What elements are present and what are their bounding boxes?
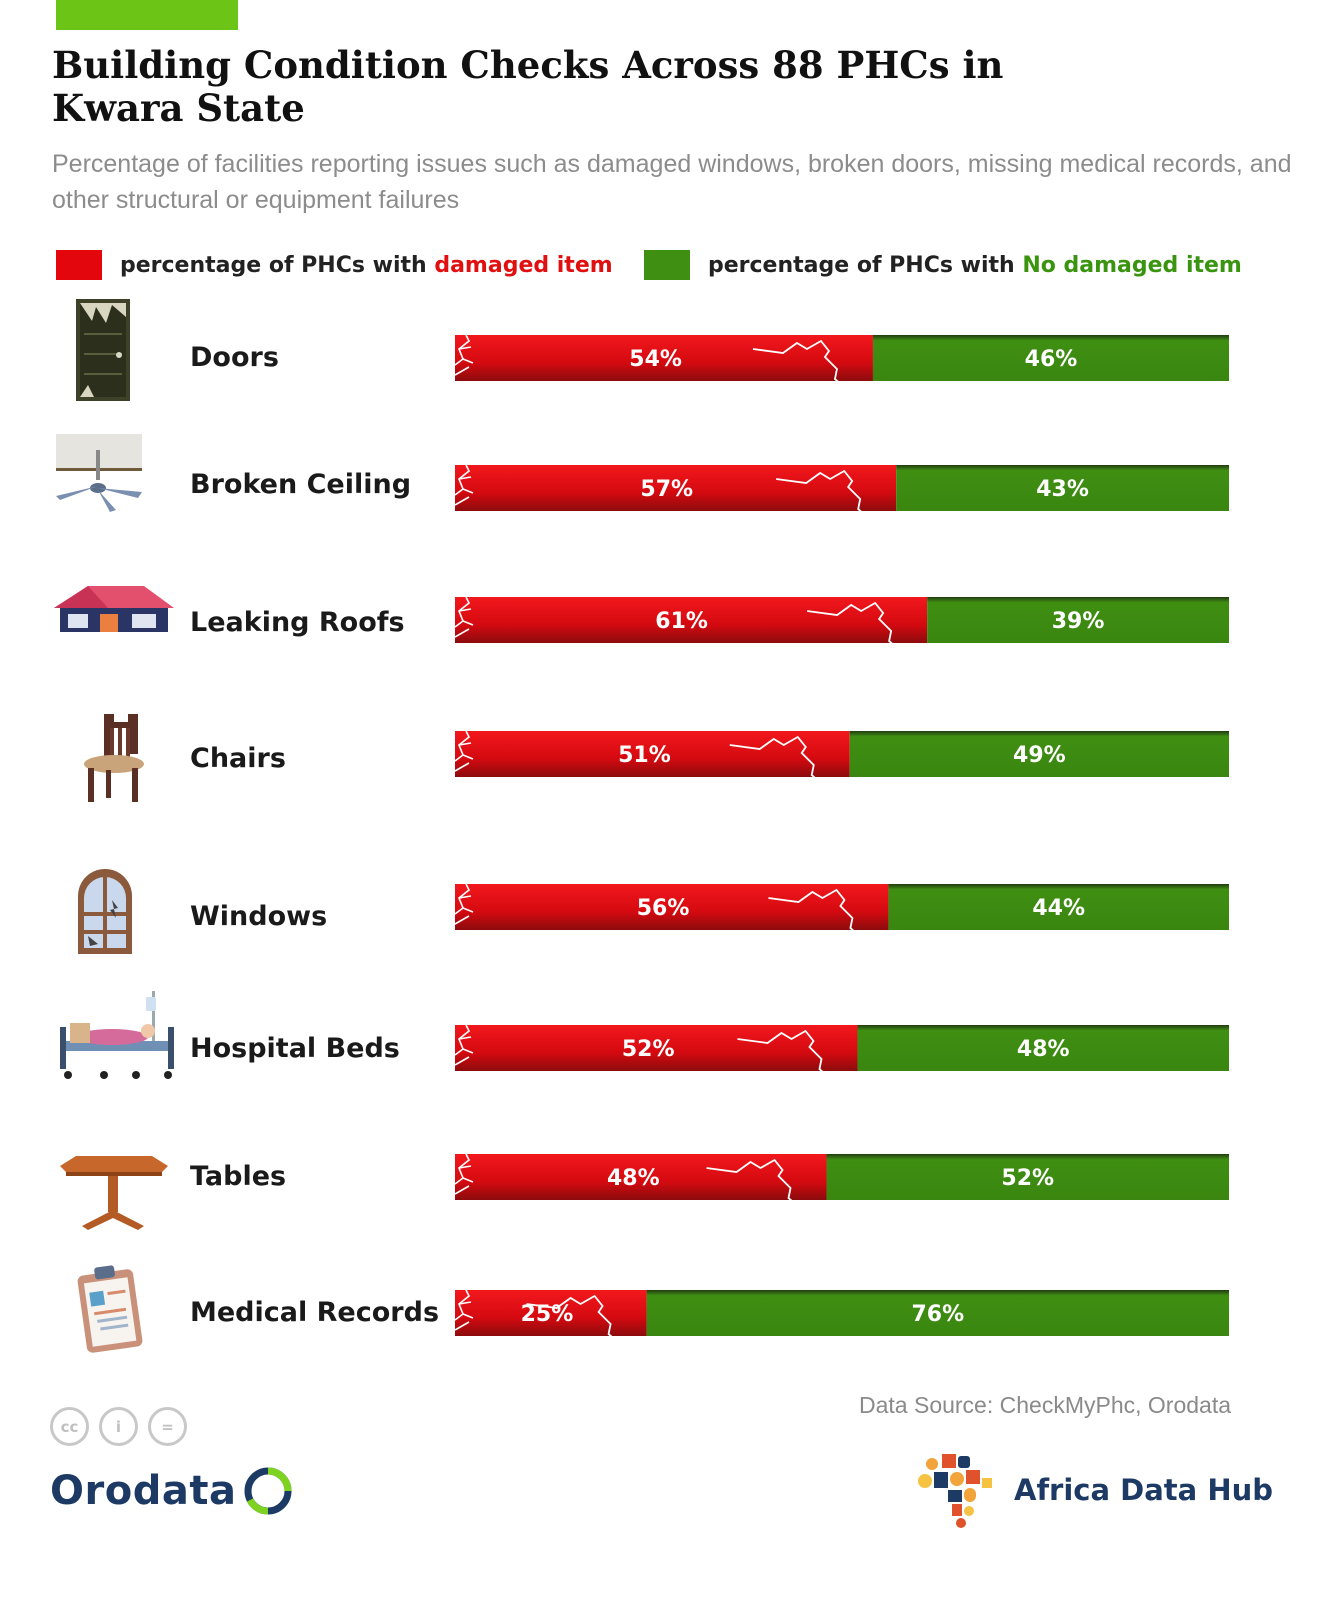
accent-bar — [56, 0, 238, 30]
bar-ok — [849, 731, 1229, 777]
value-label-damaged: 56% — [637, 896, 690, 921]
crack-right — [807, 601, 904, 654]
crack-right — [737, 1029, 835, 1082]
crack-right — [526, 1294, 624, 1347]
africa-mosaic-icon — [918, 1454, 992, 1528]
category-label: Doors — [190, 342, 279, 373]
legend-swatch-damaged — [56, 250, 102, 280]
value-label-damaged: 52% — [622, 1037, 675, 1062]
bar-damaged — [455, 1290, 647, 1336]
cc-icon: cc — [50, 1407, 89, 1446]
value-label-damaged: 51% — [618, 743, 671, 768]
value-label-damaged: 25% — [521, 1302, 574, 1327]
crack-right — [776, 469, 873, 522]
clipboard-icon — [52, 1258, 177, 1378]
value-label-ok: 48% — [1017, 1037, 1070, 1062]
bar-ok — [896, 465, 1229, 511]
value-label-ok: 39% — [1052, 609, 1105, 634]
bars-layer: 54% 46% 57% 43% 61% 39% 51% 49% 56% 44% 52% 48% 48% 5… — [454, 334, 1229, 1347]
bar-damaged — [455, 1025, 858, 1071]
table-icon — [52, 1140, 177, 1260]
hospital-bed-icon — [52, 985, 177, 1105]
category-label: Medical Records — [190, 1297, 440, 1328]
value-label-ok: 43% — [1036, 477, 1089, 502]
bar-ok — [826, 1154, 1229, 1200]
bar-damaged — [455, 1154, 827, 1200]
ceiling-fan-icon — [52, 430, 177, 550]
crack-right — [706, 1158, 804, 1211]
legend-label-ok: percentage of PHCs with No damaged item — [708, 252, 1242, 278]
stacked-bar-chart: Doors Broken Ceiling Leaking Roofs Chairs Wi… — [0, 290, 1317, 1390]
legend: percentage of PHCs with damaged item per… — [56, 250, 1296, 290]
license-icons: cc i = — [50, 1407, 187, 1446]
crack-left — [454, 883, 474, 925]
crack-left — [454, 1153, 474, 1195]
value-label-ok: 49% — [1013, 743, 1066, 768]
window-icon — [52, 860, 177, 980]
category-label: Tables — [190, 1161, 287, 1192]
legend-swatch-ok — [644, 250, 690, 280]
crack-left — [454, 1024, 474, 1066]
legend-item-ok: percentage of PHCs with No damaged item — [644, 250, 1242, 280]
bar-damaged — [455, 884, 889, 930]
category-label: Chairs — [190, 743, 286, 774]
bar-damaged — [455, 335, 873, 381]
bar-ok — [927, 597, 1229, 643]
value-label-ok: 46% — [1025, 347, 1078, 372]
category-label: Leaking Roofs — [190, 607, 405, 638]
value-label-ok: 76% — [911, 1302, 964, 1327]
value-label-damaged: 48% — [607, 1166, 660, 1191]
orodata-logo-text: Orodata — [50, 1468, 237, 1514]
crack-left — [454, 464, 474, 506]
orodata-mark-icon — [244, 1467, 292, 1515]
cc-nd-icon: = — [148, 1407, 187, 1446]
crack-left — [454, 334, 474, 376]
value-label-ok: 44% — [1032, 896, 1085, 921]
value-label-damaged: 61% — [655, 609, 708, 634]
bar-ok — [888, 884, 1229, 930]
bar-damaged — [455, 731, 850, 777]
crack-right — [729, 735, 827, 788]
cc-by-icon: i — [99, 1407, 138, 1446]
bar-ok — [857, 1025, 1229, 1071]
bar-ok — [872, 335, 1229, 381]
category-label: Windows — [190, 901, 328, 932]
door-icon — [52, 293, 177, 413]
value-label-ok: 52% — [1001, 1166, 1054, 1191]
crack-right — [752, 339, 850, 392]
crack-right — [768, 888, 866, 941]
chair-icon — [52, 710, 177, 830]
orodata-logo: Orodata — [50, 1466, 296, 1516]
africa-data-hub-logo: Africa Data Hub — [912, 1448, 1273, 1532]
crack-left — [454, 1289, 474, 1331]
legend-item-damaged: percentage of PHCs with damaged item — [56, 250, 613, 280]
category-label: Broken Ceiling — [190, 469, 412, 500]
roof-icon — [52, 582, 177, 702]
bar-ok — [646, 1290, 1229, 1336]
crack-left — [454, 730, 474, 772]
value-label-damaged: 57% — [640, 477, 693, 502]
crack-left — [454, 596, 474, 638]
africa-data-hub-text: Africa Data Hub — [1014, 1473, 1274, 1507]
bar-damaged — [455, 465, 897, 511]
legend-label-damaged: percentage of PHCs with damaged item — [120, 252, 613, 278]
bar-damaged — [455, 597, 928, 643]
chart-title: Building Condition Checks Across 88 PHCs… — [52, 43, 1004, 130]
category-label: Hospital Beds — [190, 1033, 400, 1064]
value-label-damaged: 54% — [629, 347, 682, 372]
data-source: Data Source: CheckMyPhc, Orodata — [859, 1392, 1231, 1418]
chart-subtitle: Percentage of facilities reporting issue… — [52, 150, 1292, 214]
